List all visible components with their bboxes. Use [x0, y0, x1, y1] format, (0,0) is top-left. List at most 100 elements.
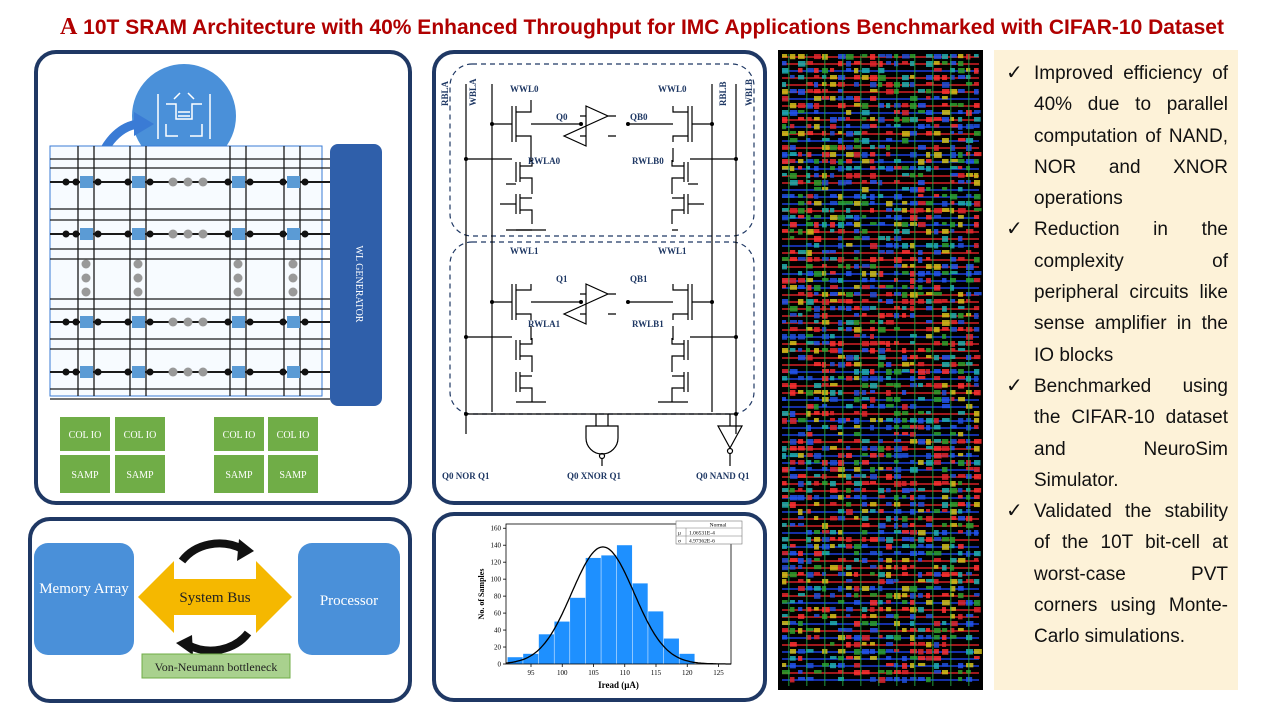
grid-node	[94, 178, 102, 186]
ellipsis-dot	[198, 317, 208, 327]
ellipsis-dot	[198, 177, 208, 187]
rblb-label: RBLB	[718, 81, 728, 106]
col-io-block: COL IO	[214, 417, 264, 451]
grid-node	[279, 318, 287, 326]
q1-label: Q1	[556, 274, 568, 284]
svg-text:COL IO: COL IO	[69, 430, 102, 441]
wwl1-right-label: WWL1	[658, 246, 687, 256]
fit-legend: Normal μ 1.06531E-4 σ 4.97362E-6	[675, 520, 743, 545]
x-tick-label: 100	[557, 669, 568, 677]
col-io-block: COL IO	[268, 417, 318, 451]
ellipsis-dot	[133, 273, 143, 283]
ellipsis-dot	[233, 287, 243, 297]
x-tick-label: 120	[682, 669, 693, 677]
grid-node	[72, 178, 80, 186]
bit-cell	[232, 176, 245, 188]
nor-output-label: Q0 NOR Q1	[442, 471, 490, 481]
ellipsis-dot	[288, 273, 298, 283]
svg-text:COL IO: COL IO	[277, 430, 310, 441]
ellipsis-dot	[183, 367, 193, 377]
grid-node	[62, 368, 70, 376]
grid-node	[72, 230, 80, 238]
cell-schematic-icon	[157, 92, 211, 139]
ellipsis-dot	[133, 287, 143, 297]
grid-node	[94, 318, 102, 326]
bottleneck-diagram: Memory Array Processor System Bus Von-Ne…	[34, 539, 400, 679]
layout-image	[782, 54, 982, 686]
ellipsis-dot	[168, 229, 178, 239]
iread-histogram: 95 100 105 110 115 120 125 0 20 40 60 80 100 120 140 16…	[477, 520, 743, 690]
ellipsis-dot	[198, 229, 208, 239]
bit-cell	[287, 228, 300, 240]
ellipsis-dot	[183, 317, 193, 327]
legend-header: Normal	[710, 523, 727, 529]
x-tick-label: 105	[588, 669, 599, 677]
svg-text:SAMP: SAMP	[225, 470, 253, 481]
normal-fit-curve	[505, 546, 731, 665]
wwl0-right-label: WWL0	[658, 84, 687, 94]
y-tick-label: 140	[491, 542, 502, 550]
cycle-arrow-bottom-icon	[186, 630, 252, 655]
histogram-bar	[632, 583, 648, 664]
layout-view	[778, 50, 983, 690]
y-tick-label: 160	[491, 525, 502, 533]
bit-cell	[132, 366, 145, 378]
highlight-item: ✓ Reduction in the complexity of peripher…	[1002, 214, 1228, 370]
poster-title: A 10T SRAM Architecture with 40% Enhance…	[60, 14, 1224, 40]
highlight-item: ✓ Improved efficiency of 40% due to paral…	[1002, 58, 1228, 214]
highlight-item: ✓ Benchmarked using the CIFAR-10 dataset …	[1002, 371, 1228, 496]
grid-node	[246, 368, 254, 376]
ellipsis-dot	[168, 367, 178, 377]
svg-text:COL IO: COL IO	[223, 430, 256, 441]
ellipsis-dot	[133, 259, 143, 269]
y-tick-label: 100	[491, 576, 502, 584]
x-tick-label: 115	[651, 669, 662, 677]
grid-node	[146, 318, 154, 326]
y-tick-label: 40	[494, 627, 502, 635]
ellipsis-dot	[198, 367, 208, 377]
histogram-bar	[554, 621, 570, 664]
bit-cell	[232, 316, 245, 328]
grid-node	[94, 230, 102, 238]
grid-node	[301, 178, 309, 186]
histogram-bar	[679, 653, 695, 664]
grid-node	[94, 368, 102, 376]
svg-text:SAMP: SAMP	[279, 470, 307, 481]
ellipsis-dot	[168, 317, 178, 327]
bit-cell	[80, 176, 93, 188]
grid-node	[62, 178, 70, 186]
wwl0-left-label: WWL0	[510, 84, 539, 94]
grid-node	[124, 230, 132, 238]
check-icon: ✓	[1006, 218, 1023, 241]
check-icon: ✓	[1006, 62, 1023, 84]
grid-node	[301, 230, 309, 238]
y-tick-label: 120	[491, 559, 502, 567]
grid-node	[279, 178, 287, 186]
grid-node	[124, 318, 132, 326]
wl-generator-label: WL GENERATOR	[353, 246, 364, 323]
grid-node	[279, 368, 287, 376]
grid-node	[146, 230, 154, 238]
samp-block: SAMP	[214, 455, 264, 493]
y-tick-label: 80	[494, 593, 502, 601]
grid-node	[246, 318, 254, 326]
histogram-bar	[648, 611, 664, 664]
ellipsis-dot	[288, 259, 298, 269]
rwla1-label: RWLA1	[528, 319, 561, 329]
bit-cell	[80, 366, 93, 378]
histogram-bar	[570, 597, 586, 664]
cycle-arrow-top-icon	[178, 539, 244, 564]
bit-cell	[80, 228, 93, 240]
bottleneck-caption: Von-Neumann bottleneck	[155, 660, 278, 674]
samp-block: SAMP	[115, 455, 165, 493]
ellipsis-dot	[183, 229, 193, 239]
grid-node	[72, 368, 80, 376]
memory-array-block	[34, 543, 134, 655]
rwlb1-label: RWLB1	[632, 319, 664, 329]
array-panel: WL GENERATOR COL IO SAMP COL IO SAMP COL IO S…	[34, 50, 412, 505]
grid-node	[246, 178, 254, 186]
bit-cell	[132, 316, 145, 328]
grid-node	[62, 318, 70, 326]
x-tick-label: 95	[528, 669, 536, 677]
grid-node	[62, 230, 70, 238]
